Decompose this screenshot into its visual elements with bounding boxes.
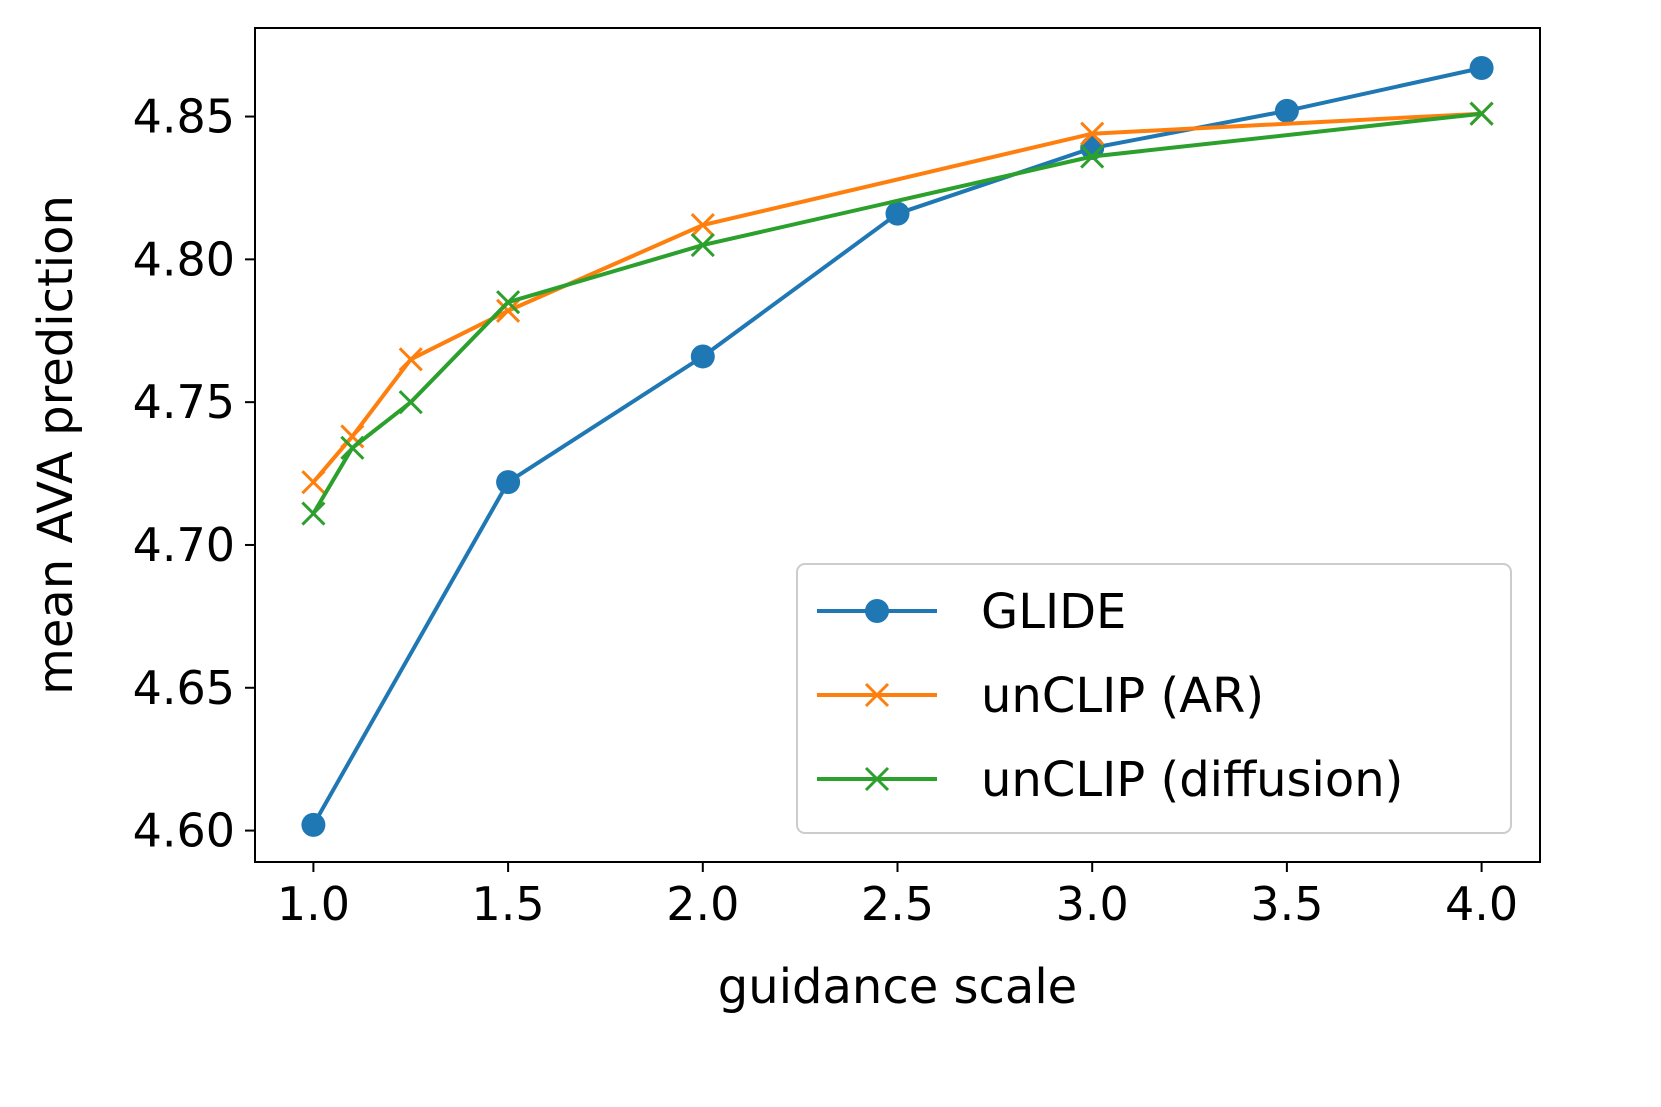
legend-item-glide: GLIDE <box>817 584 1126 640</box>
data-point-glide <box>885 201 910 226</box>
data-point-glide <box>690 344 715 369</box>
legend-item-unclip-diffusion: unCLIP (diffusion) <box>817 752 1403 808</box>
data-point-unclip-diffusion <box>301 501 326 526</box>
data-point-unclip-diffusion <box>690 233 715 258</box>
legend-box <box>796 563 1512 834</box>
legend-label: unCLIP (diffusion) <box>981 752 1403 808</box>
x-tick-label: 4.0 <box>1445 877 1518 931</box>
y-tick-label: 4.75 <box>133 375 235 429</box>
y-tick-label: 4.65 <box>133 661 235 715</box>
x-tick-label: 2.5 <box>861 877 934 931</box>
data-point-unclip-ar <box>1080 121 1105 146</box>
series-glide <box>301 55 1494 837</box>
x-tick-label: 3.0 <box>1056 877 1129 931</box>
legend: GLIDE unCLIP (AR) unCLIP (diffusion) <box>796 563 1512 834</box>
series-unclip-ar <box>301 101 1494 495</box>
data-point-unclip-diffusion <box>496 290 521 315</box>
x-tick-label: 1.5 <box>472 877 545 931</box>
plot-border <box>254 27 1541 863</box>
legend-label: GLIDE <box>981 584 1126 640</box>
x-axis-label: guidance scale <box>718 959 1077 1015</box>
y-tick-label: 4.85 <box>133 90 235 144</box>
y-tick-label: 4.60 <box>133 804 235 858</box>
data-point-unclip-diffusion <box>340 435 365 460</box>
legend-marker <box>865 599 889 623</box>
legend-label: unCLIP (AR) <box>981 668 1264 724</box>
data-point-unclip-diffusion <box>1080 144 1105 169</box>
x-tick-label: 3.5 <box>1250 877 1323 931</box>
series-layer <box>301 55 1494 837</box>
plot-frame <box>254 27 1541 863</box>
x-tick-label: 1.0 <box>277 877 350 931</box>
data-point-unclip-diffusion <box>1469 101 1494 126</box>
legend-marker <box>864 682 890 708</box>
series-line-unclip-ar <box>311 111 1482 484</box>
y-tick-label: 4.80 <box>133 232 235 286</box>
data-point-unclip-ar <box>398 347 423 372</box>
series-unclip-diffusion <box>301 101 1494 526</box>
data-point-glide <box>1274 98 1299 123</box>
axes: 1.0 1.5 2.0 2.5 3.0 3.5 4.0 4.60 4.65 4.70 4.75 4.8… <box>28 90 1518 1015</box>
data-point-glide <box>496 470 521 495</box>
data-point-unclip-ar <box>301 470 326 495</box>
legend-marker <box>864 766 890 792</box>
y-axis-label: mean AVA prediction <box>28 195 84 695</box>
data-point-glide <box>1469 55 1494 80</box>
data-point-unclip-diffusion <box>398 390 423 415</box>
data-point-unclip-ar <box>690 213 715 238</box>
legend-item-unclip-ar: unCLIP (AR) <box>817 668 1264 724</box>
series-line-unclip-diffusion <box>311 111 1482 515</box>
data-point-glide <box>301 812 326 837</box>
y-tick-label: 4.70 <box>133 518 235 572</box>
data-point-unclip-ar <box>496 298 521 323</box>
x-tick-label: 2.0 <box>666 877 739 931</box>
